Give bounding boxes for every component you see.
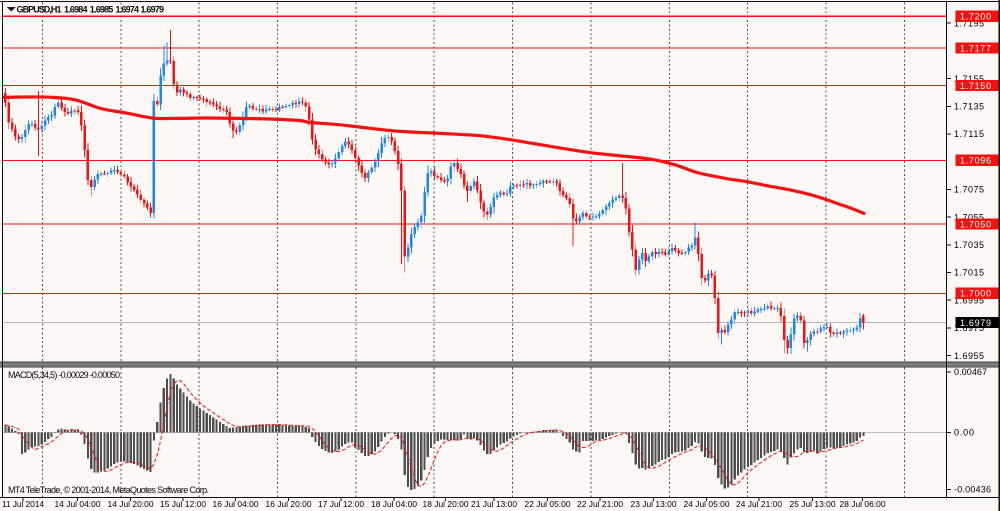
- svg-text:MT4 TeleTrade, © 2001-2014, Me: MT4 TeleTrade, © 2001-2014, MetaQuotes S…: [8, 485, 209, 495]
- svg-text:1.7155: 1.7155: [954, 74, 984, 84]
- svg-text:1.6955: 1.6955: [954, 351, 984, 361]
- svg-text:1.6985: 1.6985: [90, 5, 114, 15]
- svg-text:1.7050: 1.7050: [960, 219, 991, 229]
- svg-text:1.7195: 1.7195: [954, 18, 984, 28]
- svg-text:11 Jul 2014: 11 Jul 2014: [2, 499, 44, 509]
- svg-text:1.7096: 1.7096: [960, 156, 991, 166]
- svg-text:22 Jul 21:00: 22 Jul 21:00: [577, 499, 623, 509]
- svg-text:22 Jul 05:00: 22 Jul 05:00: [525, 499, 571, 509]
- svg-text:17 Jul 12:00: 17 Jul 12:00: [318, 499, 364, 509]
- svg-text:24 Jul 21:00: 24 Jul 21:00: [736, 499, 782, 509]
- svg-text:1.7075: 1.7075: [954, 185, 984, 195]
- svg-text:14 Jul 04:00: 14 Jul 04:00: [55, 499, 101, 509]
- svg-text:18 Jul 04:00: 18 Jul 04:00: [371, 499, 417, 509]
- svg-text:-0.00436: -0.00436: [954, 485, 991, 495]
- svg-text:1.7055: 1.7055: [954, 212, 984, 222]
- svg-text:16 Jul 20:00: 16 Jul 20:00: [266, 499, 312, 509]
- svg-text:28 Jul 06:00: 28 Jul 06:00: [840, 499, 886, 509]
- svg-text:0.00: 0.00: [954, 428, 974, 438]
- svg-text:1.6995: 1.6995: [954, 295, 984, 305]
- svg-text:23 Jul 13:00: 23 Jul 13:00: [631, 499, 677, 509]
- svg-text:1.7150: 1.7150: [960, 81, 991, 91]
- svg-text:18 Jul 20:00: 18 Jul 20:00: [423, 499, 469, 509]
- svg-text:1.7035: 1.7035: [954, 240, 984, 250]
- svg-text:1.6975: 1.6975: [954, 323, 984, 333]
- svg-text:21 Jul 13:00: 21 Jul 13:00: [471, 499, 517, 509]
- svg-text:1.6974: 1.6974: [116, 5, 140, 15]
- svg-text:25 Jul 13:00: 25 Jul 13:00: [790, 499, 836, 509]
- svg-text:1.6979: 1.6979: [141, 5, 165, 15]
- svg-text:16 Jul 04:00: 16 Jul 04:00: [213, 499, 259, 509]
- svg-text:MACD(5,34,5) -0.00029 -0.00050: MACD(5,34,5) -0.00029 -0.00050: [8, 370, 120, 380]
- svg-text:24 Jul 05:00: 24 Jul 05:00: [684, 499, 730, 509]
- svg-text:1.7000: 1.7000: [960, 289, 991, 299]
- svg-text:1.7135: 1.7135: [954, 102, 984, 112]
- svg-text:GBPUSD,H1: GBPUSD,H1: [17, 5, 62, 15]
- svg-text:14 Jul 20:00: 14 Jul 20:00: [108, 499, 154, 509]
- svg-text:1.6979: 1.6979: [960, 318, 991, 328]
- svg-text:1.7115: 1.7115: [954, 129, 984, 139]
- svg-text:0.00467: 0.00467: [954, 367, 987, 377]
- svg-text:1.7200: 1.7200: [960, 12, 991, 22]
- svg-text:15 Jul 12:00: 15 Jul 12:00: [160, 499, 206, 509]
- svg-text:1.6984: 1.6984: [64, 5, 88, 15]
- svg-text:1.7177: 1.7177: [960, 44, 991, 54]
- svg-text:1.7015: 1.7015: [954, 268, 984, 278]
